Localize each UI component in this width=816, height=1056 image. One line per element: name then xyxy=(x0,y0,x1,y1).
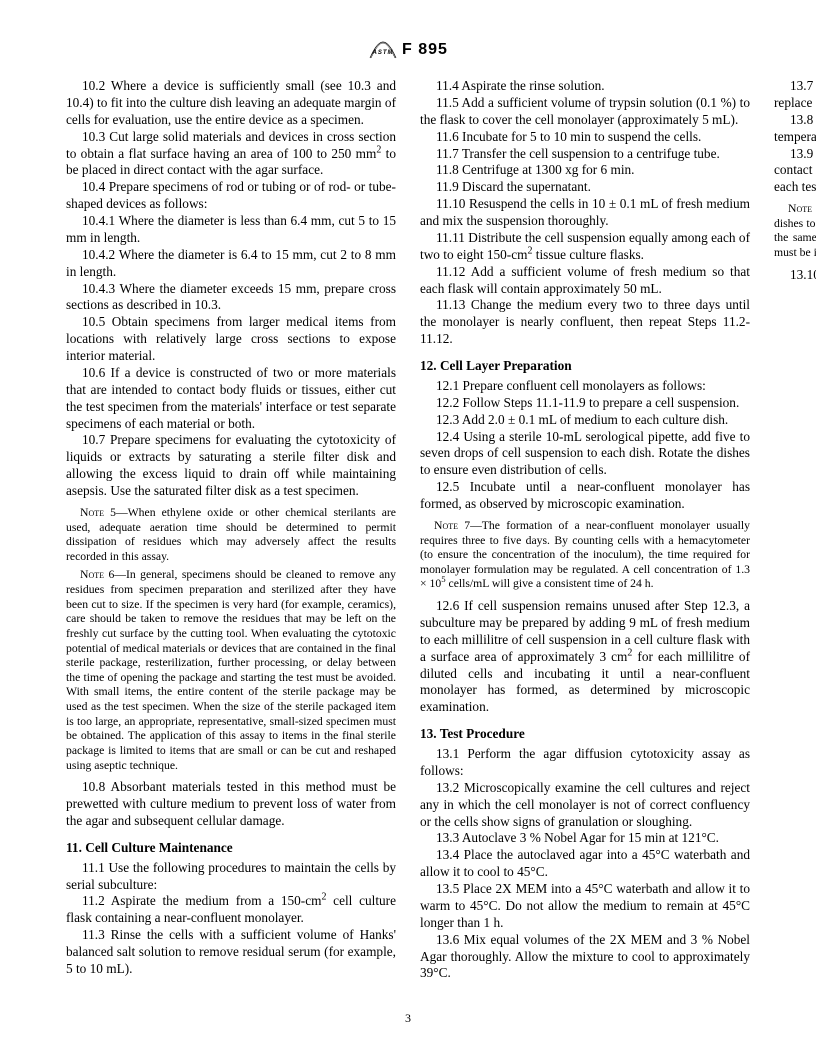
note-7: Note 7—The formation of a near-confluent… xyxy=(420,519,750,592)
note-8-label: Note 8 xyxy=(788,202,816,215)
para-13-4: 13.4 Place the autoclaved agar into a 45… xyxy=(420,847,750,881)
para-12-6: 12.6 If cell suspension remains unused a… xyxy=(420,598,750,716)
para-11-3: 11.3 Rinse the cells with a sufficient v… xyxy=(66,927,396,978)
para-11-4: 11.4 Aspirate the rinse solution. xyxy=(420,78,750,95)
para-11-1: 11.1 Use the following procedures to mai… xyxy=(66,860,396,894)
para-11-6: 11.6 Incubate for 5 to 10 min to suspend… xyxy=(420,129,750,146)
para-11-10: 11.10 Resuspend the cells in 10 ± 0.1 mL… xyxy=(420,196,750,230)
para-11-2: 11.2 Aspirate the medium from a 150-cm2 … xyxy=(66,893,396,927)
para-11-7: 11.7 Transfer the cell suspension to a c… xyxy=(420,146,750,163)
para-10-2: 10.2 Where a device is sufficiently smal… xyxy=(66,78,396,129)
page-number: 3 xyxy=(0,1011,816,1026)
para-11-5: 11.5 Add a sufficient volume of trypsin … xyxy=(420,95,750,129)
para-11-2-a: 11.2 Aspirate the medium from a 150-cm xyxy=(82,893,322,908)
para-13-2: 13.2 Microscopically examine the cell cu… xyxy=(420,780,750,831)
para-10-8: 10.8 Absorbant materials tested in this … xyxy=(66,779,396,830)
page-header: ASTM F 895 xyxy=(0,40,816,61)
para-13-3: 13.3 Autoclave 3 % Nobel Agar for 15 min… xyxy=(420,830,750,847)
note-7-b: cells/mL will give a consistent time of … xyxy=(446,577,654,590)
note-5-text: —When ethylene oxide or other chemical s… xyxy=(66,506,396,563)
para-12-4: 12.4 Using a sterile 10-mL serological p… xyxy=(420,429,750,480)
para-10-4-2: 10.4.2 Where the diameter is 6.4 to 15 m… xyxy=(66,247,396,281)
svg-text:ASTM: ASTM xyxy=(372,50,394,56)
para-13-7: 13.7 Aspirate the medium from all accept… xyxy=(774,78,816,112)
note-6-text: —In general, specimens should be cleaned… xyxy=(66,568,396,771)
para-11-11: 11.11 Distribute the cell suspension equ… xyxy=(420,230,750,264)
note-5-label: Note 5 xyxy=(80,506,116,519)
para-13-8: 13.8 Place the cultures on a flat surfac… xyxy=(774,112,816,146)
para-12-5: 12.5 Incubate until a near-confluent mon… xyxy=(420,479,750,513)
para-13-10: 13.10 Incubate all cultures for 24 ± 1 h… xyxy=(774,267,816,284)
section-13-heading: 13. Test Procedure xyxy=(420,726,750,743)
para-10-7: 10.7 Prepare specimens for evaluating th… xyxy=(66,432,396,500)
note-6-label: Note 6 xyxy=(80,568,114,581)
note-6: Note 6—In general, specimens should be c… xyxy=(66,568,396,773)
section-11-heading: 11. Cell Culture Maintenance xyxy=(66,840,396,857)
para-12-1: 12.1 Prepare confluent cell monolayers a… xyxy=(420,378,750,395)
para-10-3: 10.3 Cut large solid materials and devic… xyxy=(66,129,396,180)
para-10-6: 10.6 If a device is constructed of two o… xyxy=(66,365,396,433)
para-13-6: 13.6 Mix equal volumes of the 2X MEM and… xyxy=(420,932,750,983)
para-12-2: 12.2 Follow Steps 11.1-11.9 to prepare a… xyxy=(420,395,750,412)
note-7-label: Note 7 xyxy=(434,519,470,532)
para-10-4-1: 10.4.1 Where the diameter is less than 6… xyxy=(66,213,396,247)
body-columns: 10.2 Where a device is sufficiently smal… xyxy=(66,78,750,986)
para-11-11-b: tissue culture flasks. xyxy=(532,247,644,262)
para-10-3-a: 10.3 Cut large solid materials and devic… xyxy=(66,129,396,161)
para-10-5: 10.5 Obtain specimens from larger medica… xyxy=(66,314,396,365)
para-12-3: 12.3 Add 2.0 ± 0.1 mL of medium to each … xyxy=(420,412,750,429)
para-10-4: 10.4 Prepare specimens of rod or tubing … xyxy=(66,179,396,213)
para-11-9: 11.9 Discard the supernatant. xyxy=(420,179,750,196)
note-5: Note 5—When ethylene oxide or other chem… xyxy=(66,506,396,565)
section-12-heading: 12. Cell Layer Preparation xyxy=(420,358,750,375)
para-11-12: 11.12 Add a sufficient volume of fresh m… xyxy=(420,264,750,298)
standard-number: F 895 xyxy=(402,41,448,58)
note-8: Note 8—This method may be modified by us… xyxy=(774,202,816,261)
para-13-9: 13.9 Place a single test or control spec… xyxy=(774,146,816,197)
para-13-5: 13.5 Place 2X MEM into a 45°C waterbath … xyxy=(420,881,750,932)
para-11-8: 11.8 Centrifuge at 1300 xg for 6 min. xyxy=(420,162,750,179)
para-13-1: 13.1 Perform the agar diffusion cytotoxi… xyxy=(420,746,750,780)
para-10-4-3: 10.4.3 Where the diameter exceeds 15 mm,… xyxy=(66,281,396,315)
astm-logo: ASTM xyxy=(368,40,398,60)
para-11-13: 11.13 Change the medium every two to thr… xyxy=(420,297,750,348)
